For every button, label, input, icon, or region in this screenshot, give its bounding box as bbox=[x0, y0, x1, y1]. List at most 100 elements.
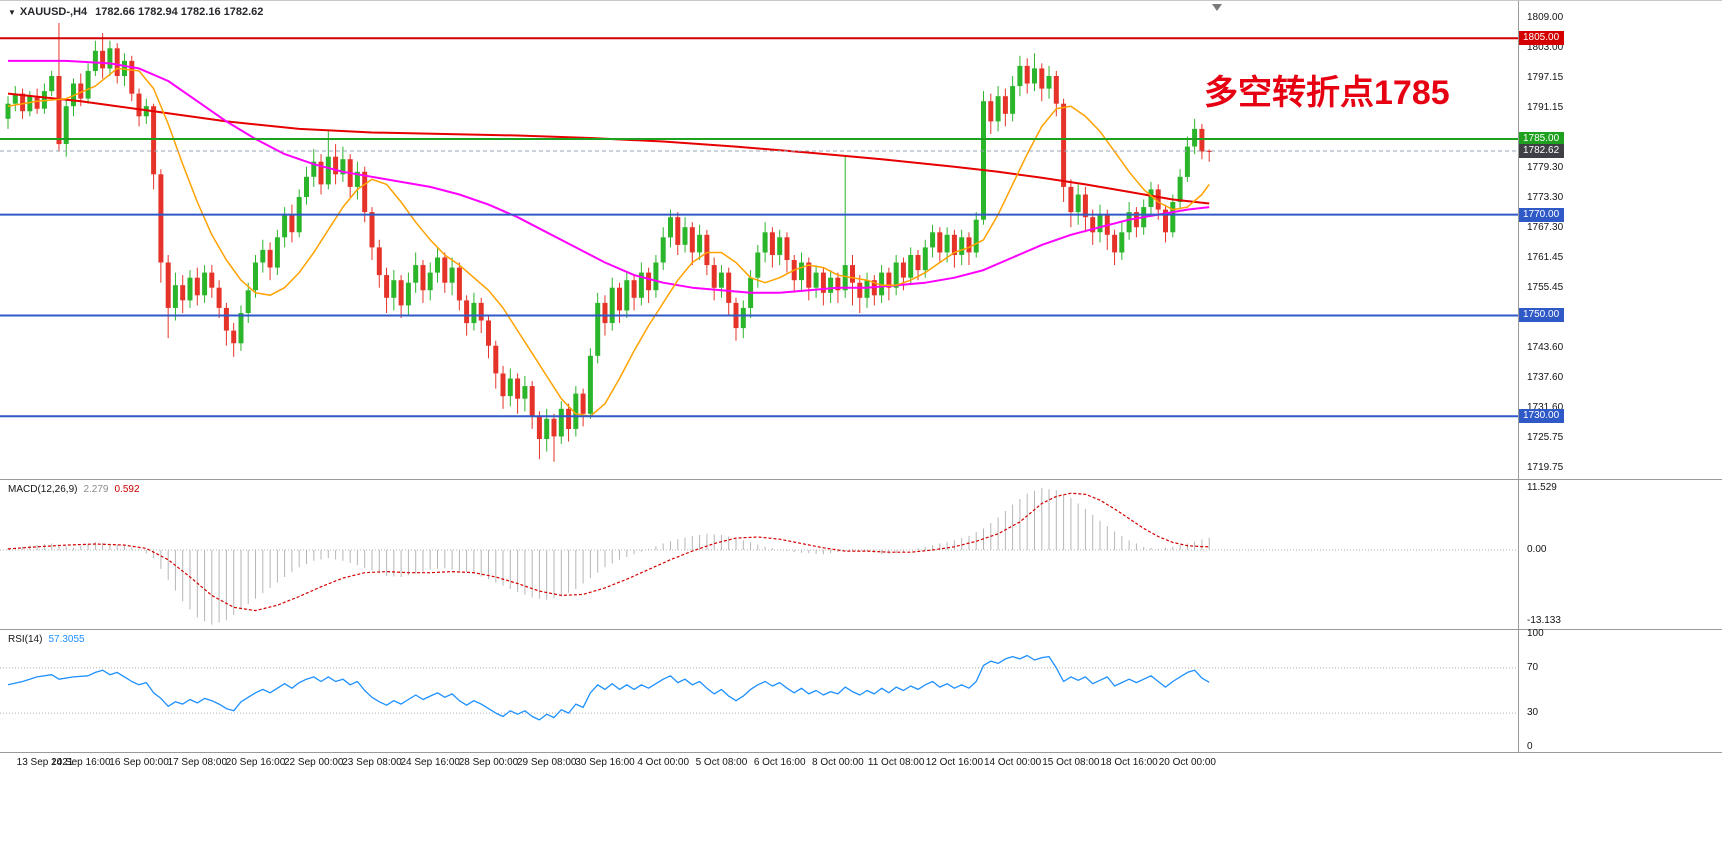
time-label: 14 Sep 16:00 bbox=[51, 757, 111, 768]
candle-down bbox=[769, 232, 775, 255]
candle-down bbox=[886, 272, 892, 288]
price-line-label: 1770.00 bbox=[1519, 207, 1565, 222]
candle-up bbox=[391, 280, 397, 298]
candle-down bbox=[129, 60, 135, 94]
rsi-tick-label: 30 bbox=[1527, 707, 1539, 719]
candle-down bbox=[1082, 194, 1088, 218]
candle-up bbox=[777, 237, 783, 255]
time-label: 13 Sep 2021 bbox=[16, 757, 74, 768]
candle-down bbox=[216, 287, 222, 308]
pane-separator[interactable] bbox=[0, 752, 1722, 753]
chart-title: ▼ XAUUSD-,H4 1782.66 1782.94 1782.16 1782.… bbox=[8, 6, 263, 18]
rsi-tick-label: 0 bbox=[1527, 741, 1533, 752]
candle-down bbox=[1199, 128, 1205, 152]
candle-up bbox=[668, 217, 673, 238]
candle-up bbox=[842, 265, 848, 291]
axis-separator bbox=[1518, 1, 1519, 752]
candle-up bbox=[471, 302, 477, 324]
candle-up bbox=[959, 237, 965, 255]
price-line-label: 1805.00 bbox=[1519, 31, 1565, 46]
candle-down bbox=[231, 330, 237, 344]
price-line-label: 1785.00 bbox=[1519, 132, 1565, 146]
candle-up bbox=[304, 176, 309, 197]
candle-down bbox=[136, 93, 142, 117]
candle-up bbox=[653, 262, 659, 291]
candle-down bbox=[1039, 68, 1045, 89]
candle-down bbox=[704, 234, 710, 266]
ma-slow-red[interactable] bbox=[7, 92, 1210, 205]
candle-down bbox=[209, 272, 215, 288]
candle-down bbox=[486, 320, 491, 346]
time-label: 5 Oct 08:00 bbox=[695, 757, 748, 768]
candle-up bbox=[813, 272, 819, 288]
candle-up bbox=[595, 302, 601, 356]
candle-down bbox=[617, 287, 622, 311]
price-tick-label: 1719.75 bbox=[1527, 461, 1564, 473]
time-label: 22 Sep 00:00 bbox=[284, 757, 344, 768]
candle-up bbox=[1075, 194, 1081, 213]
time-label: 23 Sep 08:00 bbox=[342, 757, 402, 768]
time-label: 30 Sep 16:00 bbox=[575, 757, 635, 768]
candle-up bbox=[85, 70, 91, 99]
candle-down bbox=[1090, 217, 1096, 233]
candle-up bbox=[282, 214, 288, 238]
candle-up bbox=[930, 232, 936, 248]
candle-down bbox=[478, 302, 484, 321]
pane-separator[interactable] bbox=[0, 629, 1722, 630]
candle-down bbox=[988, 101, 994, 122]
candle-down bbox=[20, 93, 26, 112]
candle-up bbox=[1177, 176, 1183, 202]
candle-up bbox=[27, 96, 33, 112]
candle-up bbox=[354, 171, 360, 187]
candle-up bbox=[1126, 212, 1132, 233]
macd-main-value: 2.279 bbox=[83, 484, 109, 495]
symbol-dropdown-icon[interactable]: ▼ bbox=[8, 8, 16, 17]
candle-up bbox=[558, 408, 564, 437]
candle-down bbox=[78, 83, 84, 99]
candle-down bbox=[602, 302, 608, 324]
annotation-text[interactable]: 多空转折点1785 bbox=[1204, 74, 1450, 112]
macd-canvas[interactable] bbox=[0, 480, 1518, 630]
candle-down bbox=[34, 96, 40, 109]
candle-down bbox=[100, 50, 106, 69]
rsi-canvas[interactable] bbox=[0, 630, 1518, 753]
candle-down bbox=[223, 307, 229, 331]
candle-up bbox=[435, 257, 440, 273]
price-tick-label: 1773.30 bbox=[1527, 191, 1564, 203]
candle-down bbox=[318, 161, 324, 185]
price-tick-label: 1725.75 bbox=[1527, 431, 1564, 443]
candle-up bbox=[522, 386, 528, 399]
candle-up bbox=[973, 219, 979, 253]
candle-up bbox=[260, 249, 266, 263]
candle-down bbox=[551, 418, 557, 437]
candle-up bbox=[740, 307, 746, 329]
candle-down bbox=[915, 255, 921, 271]
candle-up bbox=[49, 76, 55, 92]
time-label: 15 Oct 08:00 bbox=[1042, 757, 1100, 768]
candle-down bbox=[500, 373, 506, 397]
ma-mid-magenta[interactable] bbox=[8, 59, 1210, 294]
candle-up bbox=[253, 262, 258, 291]
candle-up bbox=[427, 272, 433, 291]
candle-down bbox=[951, 234, 957, 255]
macd-tick-label: 0.00 bbox=[1527, 544, 1547, 555]
price-tick-label: 1743.60 bbox=[1527, 341, 1564, 353]
candle-up bbox=[799, 262, 804, 281]
candle-down bbox=[711, 265, 717, 288]
candle-up bbox=[1170, 202, 1176, 233]
price-chart-canvas[interactable] bbox=[0, 1, 1518, 480]
ma-fast-orange[interactable] bbox=[7, 67, 1210, 418]
candle-up bbox=[573, 393, 579, 429]
candle-down bbox=[580, 393, 586, 414]
candle-up bbox=[1097, 214, 1103, 233]
price-tick-label: 1797.15 bbox=[1527, 71, 1564, 83]
time-label: 16 Sep 00:00 bbox=[109, 757, 169, 768]
pane-separator[interactable] bbox=[0, 479, 1722, 480]
chart-shift-marker-icon[interactable] bbox=[1212, 4, 1222, 11]
rsi-value: 57.3055 bbox=[48, 634, 85, 645]
candle-down bbox=[857, 282, 863, 298]
candle-up bbox=[12, 93, 18, 104]
candle-up bbox=[544, 418, 550, 439]
candle-down bbox=[900, 262, 906, 278]
candle-down bbox=[631, 280, 637, 298]
